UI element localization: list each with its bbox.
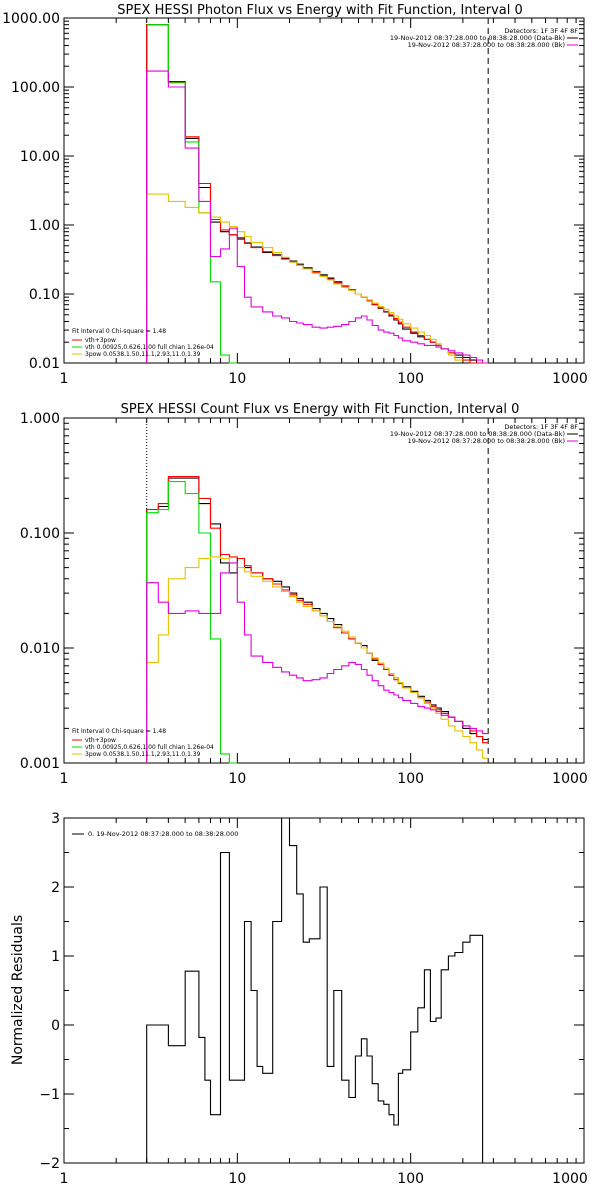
plot-frame (63, 817, 585, 1164)
y-axis-label: Normalized Residuals (10, 915, 26, 1065)
series-group (146, 817, 489, 1164)
y-tick-label: 1000.00 (2, 11, 60, 27)
x-tick-label: 1000 (552, 771, 588, 787)
legend-fit-interval: Fit Interval 0 Chi-square = 1.48 (72, 728, 166, 735)
x-tick-label: 10 (228, 771, 246, 787)
series-line (146, 481, 238, 764)
legend-detectors: Detectors: 1F 3F 4F 8F (504, 423, 578, 431)
x-tick-label: 1 (60, 371, 69, 387)
y-tick-label: 0.01 (29, 356, 60, 372)
x-tick-label: 100 (397, 771, 424, 787)
y-tick-label: 0.10 (29, 287, 60, 303)
series-line (146, 817, 489, 1164)
series-line (146, 556, 489, 763)
residuals-panel: Normalized Residuals −2 −1 0 1 2 3 1 10 … (10, 811, 588, 1187)
series-group (146, 475, 489, 764)
series-line (146, 193, 463, 363)
y-tick-label: −1 (39, 1087, 60, 1103)
y-tick-label: 0.010 (20, 641, 60, 657)
plot-frame (63, 17, 585, 364)
x-tick-label: 1000 (552, 371, 588, 387)
axis-tick-labels: 0.01 0.10 1.00 10.00 100.00 1000.00 1 10… (2, 11, 588, 387)
legend-top-right: Detectors: 1F 3F 4F 8F 19-Nov-2012 08:37… (390, 423, 578, 445)
y-tick-label: 1.00 (29, 218, 60, 234)
photon-flux-panel: SPEX HESSI Photon Flux vs Energy with Fi… (2, 3, 588, 387)
y-tick-label: 0.100 (20, 526, 60, 542)
axis-ticks (63, 18, 584, 364)
y-tick-label: 2 (51, 880, 60, 896)
energy-range-lines (146, 418, 489, 763)
axis-tick-labels: 0.001 0.010 0.100 1.000 1 10 100 1000 (20, 411, 588, 787)
y-tick-label: 10.00 (20, 149, 60, 165)
y-tick-label: 3 (51, 811, 60, 827)
x-tick-label: 1000 (552, 1171, 588, 1187)
y-tick-label: 1.000 (20, 411, 60, 427)
x-tick-label: 10 (228, 1171, 246, 1187)
series-line (146, 477, 489, 763)
legend-total: vth+3pow (85, 737, 116, 744)
legend-total: vth+3pow (85, 337, 116, 344)
legend-vth: vth 0.00925,0.626,1.00 full chian 1.26e-… (85, 344, 214, 351)
x-tick-label: 100 (397, 371, 424, 387)
y-tick-label: 1 (51, 949, 60, 965)
series-group (146, 24, 489, 364)
series-line (146, 475, 489, 763)
legend-bottom-left: Fit Interval 0 Chi-square = 1.48 vth+3po… (72, 728, 214, 758)
y-tick-label: 100.00 (11, 80, 60, 96)
legend-bottom-left: Fit Interval 0 Chi-square = 1.48 vth+3po… (72, 328, 214, 358)
series-line (146, 562, 489, 763)
series-line (146, 24, 489, 364)
panel-title: SPEX HESSI Count Flux vs Energy with Fit… (121, 402, 520, 417)
plot-frame (63, 417, 585, 764)
legend-bk: 19-Nov-2012 08:37:28.000 to 08:38:28.000… (408, 437, 565, 445)
axis-tick-labels: −2 −1 0 1 2 3 1 10 100 1000 (39, 811, 587, 1187)
legend-detectors: Detectors: 1F 3F 4F 8F (504, 27, 578, 35)
x-tick-label: 1 (60, 771, 69, 787)
legend-top-right: Detectors: 1F 3F 4F 8F 19-Nov-2012 08:37… (390, 27, 578, 49)
y-tick-label: 0 (51, 1018, 60, 1034)
legend-vth: vth 0.00925,0.626,1.00 full chian 1.26e-… (85, 744, 214, 751)
axis-ticks (63, 817, 584, 1164)
y-tick-label: 0.001 (20, 756, 60, 772)
series-line (146, 24, 489, 364)
axis-ticks (63, 418, 584, 764)
legend: 0. 19-Nov-2012 08:37:28.000 to 08:38:28.… (72, 830, 238, 838)
legend-3pow: 3pow 0.0538,1.50,11.1,2.93,11.0,1.39 (85, 751, 201, 758)
legend-fit-interval: Fit Interval 0 Chi-square = 1.48 (72, 328, 166, 335)
series-line (146, 70, 489, 364)
energy-range-lines (146, 18, 489, 363)
count-flux-panel: SPEX HESSI Count Flux vs Energy with Fit… (20, 402, 588, 787)
legend-data-bk: 19-Nov-2012 08:37:28.000 to 08:38:28.000… (390, 430, 565, 438)
x-tick-label: 100 (397, 1171, 424, 1187)
legend-3pow: 3pow 0.0538,1.50,11.1,2.93,11.0,1.39 (85, 351, 201, 358)
legend-bk: 19-Nov-2012 08:37:28.000 to 08:38:28.000… (408, 41, 565, 49)
x-tick-label: 1 (60, 1171, 69, 1187)
y-tick-label: −2 (39, 1156, 60, 1172)
legend-data-bk: 19-Nov-2012 08:37:28.000 to 08:38:28.000… (390, 34, 565, 42)
x-tick-label: 10 (228, 371, 246, 387)
panel-title: SPEX HESSI Photon Flux vs Energy with Fi… (117, 3, 523, 18)
legend-text: 0. 19-Nov-2012 08:37:28.000 to 08:38:28.… (88, 830, 238, 838)
